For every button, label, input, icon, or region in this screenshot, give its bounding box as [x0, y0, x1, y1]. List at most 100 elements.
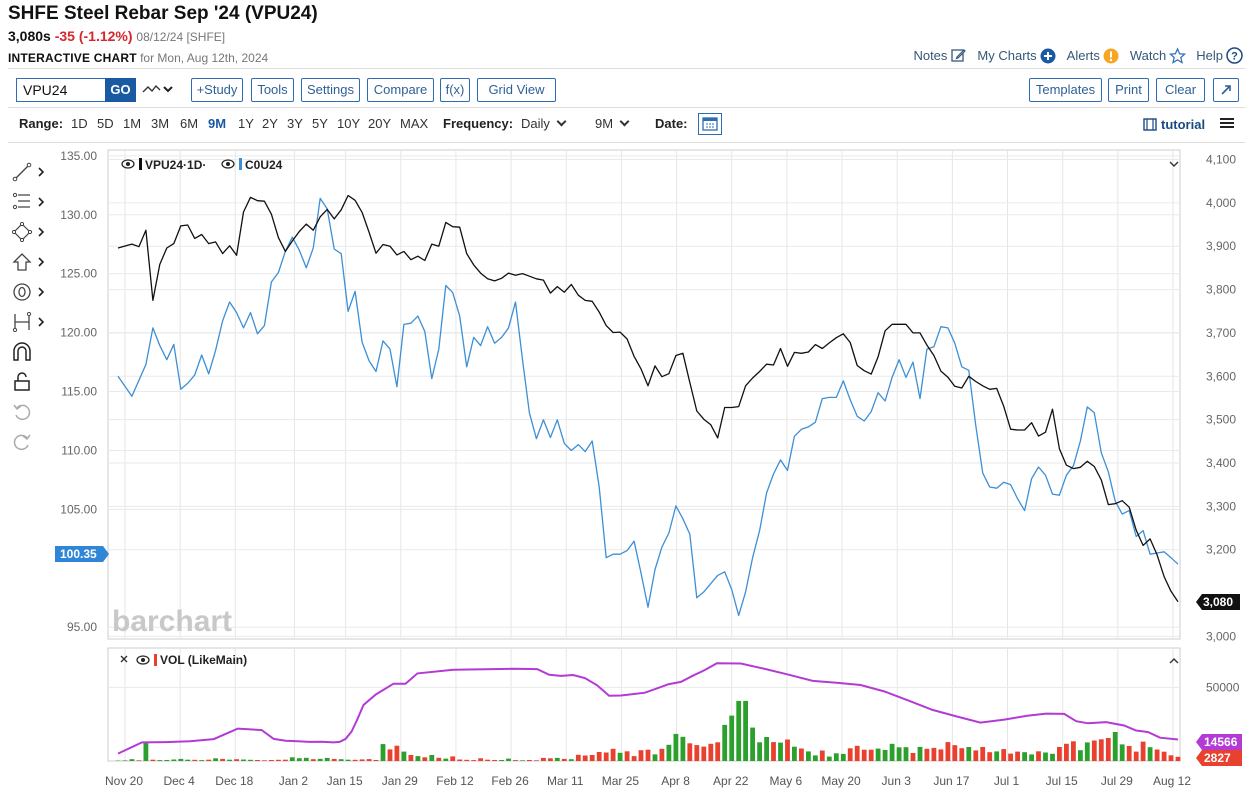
volume-bar — [1008, 753, 1013, 761]
x-tick-label: Jul 15 — [1046, 774, 1078, 788]
x-tick-label: Jun 3 — [882, 774, 912, 788]
volume-bar — [1071, 741, 1076, 761]
volume-bar — [980, 747, 986, 761]
magnet-icon — [13, 342, 31, 361]
eye-icon[interactable] — [136, 655, 150, 665]
range-5d[interactable]: 5D — [97, 116, 114, 131]
range-max[interactable]: MAX — [400, 116, 429, 131]
price-chart[interactable]: barchart 135.00130.00125.00120.00115.001… — [0, 144, 1253, 794]
volume-bar — [206, 759, 212, 761]
collapse-chevron-icon[interactable] — [1169, 161, 1179, 167]
range-6m[interactable]: 6M — [180, 116, 199, 131]
volume-bar — [394, 745, 400, 761]
range-20y[interactable]: 20Y — [368, 116, 392, 131]
templates-button[interactable]: Templates — [1029, 78, 1102, 102]
volume-bar — [534, 760, 539, 761]
study-button[interactable]: +Study — [191, 78, 243, 102]
right-last-badge: 3,080 — [1196, 594, 1240, 610]
x-tick-label: Dec 18 — [215, 774, 253, 788]
tutorial-link[interactable]: tutorial — [1143, 117, 1205, 132]
price-panel-frame — [107, 149, 1181, 640]
watch-label: Watch — [1129, 48, 1167, 63]
expand-arrow-icon — [1221, 85, 1231, 95]
range-3y[interactable]: 3Y — [287, 116, 303, 131]
eye-icon[interactable] — [221, 159, 235, 169]
volume-bar — [1029, 754, 1034, 761]
popout-button[interactable] — [1213, 78, 1239, 102]
alerts-link[interactable]: Alerts — [1067, 47, 1120, 64]
volume-bar — [875, 748, 881, 761]
help-link[interactable]: Help ? — [1196, 47, 1243, 64]
volume-bar — [227, 759, 232, 761]
trendline-tool[interactable] — [12, 160, 48, 184]
range-1d[interactable]: 1D — [71, 116, 88, 131]
vol-avg-label: 14566 — [1204, 735, 1238, 749]
volume-bar — [241, 759, 246, 761]
vol-tick-label: 50000 — [1206, 680, 1240, 694]
mycharts-link[interactable]: My Charts — [977, 47, 1056, 64]
quote-date: 08/12/24 [SHFE] — [136, 30, 226, 44]
print-button[interactable]: Print — [1108, 78, 1149, 102]
trendline-icon — [12, 162, 45, 182]
volume-bar — [973, 750, 979, 761]
tools-button[interactable]: Tools — [251, 78, 294, 102]
measure-tool[interactable] — [12, 310, 48, 334]
magnet-tool[interactable] — [12, 340, 48, 364]
volume-bar — [506, 758, 511, 761]
range-2y[interactable]: 2Y — [262, 116, 278, 131]
settings-button[interactable]: Settings — [301, 78, 360, 102]
star-icon — [1169, 46, 1187, 64]
frequency-dropdown[interactable]: Daily — [521, 116, 567, 131]
annotation-tool[interactable] — [12, 280, 48, 304]
notes-link[interactable]: Notes — [913, 47, 967, 64]
gridview-button[interactable]: Grid View — [477, 78, 556, 102]
range-1y[interactable]: 1Y — [238, 116, 254, 131]
volume-bar — [568, 759, 574, 761]
period-dropdown[interactable]: 9M — [595, 116, 630, 131]
c0u24-line — [117, 197, 1179, 617]
expand-chevron-icon[interactable] — [1169, 658, 1179, 664]
chart-subtitle: INTERACTIVE CHART for Mon, Aug 12th, 202… — [8, 51, 268, 65]
eye-icon[interactable] — [121, 159, 135, 169]
vpu-legend-label[interactable]: VPU24·1D· — [145, 158, 206, 172]
volume-bar — [492, 760, 497, 761]
volume-bar — [1147, 747, 1153, 761]
shape-tool[interactable] — [12, 220, 48, 244]
volume-bar — [255, 760, 260, 761]
lock-tool[interactable] — [12, 370, 48, 394]
volume-bar — [324, 757, 330, 761]
volume-bar — [366, 759, 372, 761]
watch-link[interactable]: Watch — [1129, 46, 1187, 64]
hamburger-menu-icon[interactable] — [1220, 116, 1234, 130]
arrow-tool[interactable] — [12, 250, 48, 274]
x-tick-label: May 6 — [770, 774, 803, 788]
undo-tool[interactable] — [12, 400, 48, 424]
date-picker-button[interactable] — [698, 113, 722, 135]
chart-type-dropdown[interactable] — [142, 81, 174, 99]
go-button[interactable]: GO — [105, 78, 136, 102]
fibonacci-tool[interactable] — [12, 190, 48, 214]
symbol-input[interactable] — [16, 78, 106, 102]
right-tick-label: 3,300 — [1206, 499, 1236, 513]
clear-button[interactable]: Clear — [1156, 78, 1205, 102]
volume-bar — [673, 733, 679, 761]
volume-bar — [345, 759, 351, 761]
fx-button[interactable]: f(x) — [440, 78, 470, 102]
close-icon[interactable] — [120, 655, 128, 663]
right-tick-label: 3,500 — [1206, 413, 1236, 427]
volume-bar — [499, 760, 504, 761]
vol-legend-label[interactable]: VOL (LikeMain) — [160, 653, 247, 667]
range-1m[interactable]: 1M — [123, 116, 142, 131]
redo-tool[interactable] — [12, 430, 48, 454]
fibonacci-icon — [12, 192, 45, 210]
range-9m[interactable]: 9M — [208, 116, 227, 131]
range-5y[interactable]: 5Y — [312, 116, 328, 131]
x-tick-label: Jan 29 — [382, 774, 418, 788]
c0u-legend-label[interactable]: C0U24 — [245, 158, 283, 172]
page-title: SHFE Steel Rebar Sep '24 (VPU24) — [8, 3, 318, 24]
volume-bar — [889, 743, 895, 761]
range-10y[interactable]: 10Y — [337, 116, 361, 131]
compare-button[interactable]: Compare — [367, 78, 434, 102]
range-3m[interactable]: 3M — [151, 116, 170, 131]
volume-bar — [910, 753, 916, 761]
